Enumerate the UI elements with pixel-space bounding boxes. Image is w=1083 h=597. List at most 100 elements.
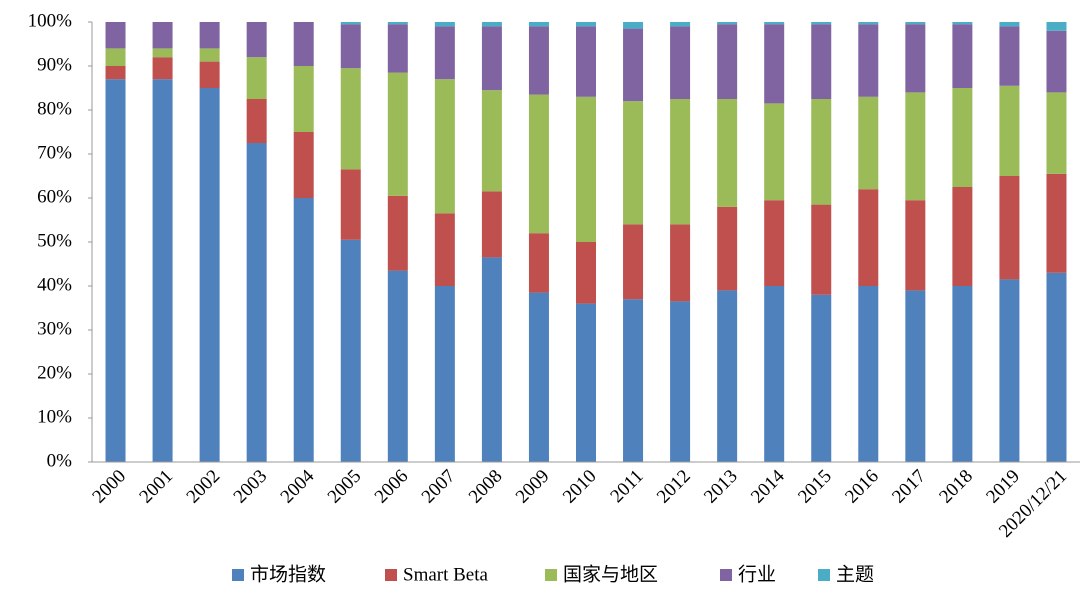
bar-segment (670, 22, 691, 27)
bar-segment (717, 99, 738, 207)
bar-segment (623, 28, 644, 102)
bar-segment (717, 206, 738, 291)
bar-segment (858, 189, 879, 286)
bar-segment (340, 169, 361, 240)
bar-segment (152, 22, 173, 49)
bar-segment (434, 22, 455, 27)
bar-segment (105, 66, 126, 80)
bar-segment (905, 290, 926, 462)
x-tick-label: 2001 (135, 466, 177, 508)
bar-segment (387, 72, 408, 196)
bar-segment (387, 195, 408, 271)
x-tick-label: 2002 (183, 466, 225, 508)
bar-segment (811, 24, 832, 100)
bar-segment (481, 90, 502, 192)
x-tick-label: 2011 (606, 466, 647, 507)
bar-segment (434, 26, 455, 80)
bar-segment (858, 286, 879, 462)
bar-segment (764, 103, 785, 201)
bar-segment (576, 26, 596, 97)
legend-label: 主题 (836, 563, 874, 585)
bar-segment (528, 26, 549, 95)
bar-segment (623, 299, 644, 462)
legend-label: 行业 (738, 563, 776, 585)
bar-segment (105, 48, 126, 66)
y-tick-label: 40% (37, 274, 72, 295)
bar-segment (952, 24, 973, 88)
x-tick-label: 2018 (935, 466, 977, 508)
bar-segment (952, 88, 973, 187)
x-tick-label: 2013 (700, 466, 742, 508)
y-tick-label: 70% (37, 142, 72, 163)
bar-segment (434, 213, 455, 286)
y-tick-label: 100% (28, 10, 73, 31)
bar-segment (576, 303, 596, 462)
bar-segment (293, 22, 314, 66)
x-tick-label: 2006 (371, 466, 413, 508)
bar-segment (199, 88, 220, 462)
bar-segment (199, 22, 220, 49)
bar-segment (1046, 272, 1067, 462)
bar-segment (905, 22, 926, 25)
bar-segment (199, 48, 220, 62)
bar-segment (623, 224, 644, 300)
x-tick-label: 2009 (512, 466, 554, 508)
bar-segment (999, 22, 1020, 27)
bar-segment (434, 286, 455, 462)
legend-swatch (232, 569, 244, 581)
bar-segment (764, 22, 785, 25)
bar-segment (858, 24, 879, 97)
bar-segment (623, 101, 644, 225)
bar-segment (105, 22, 126, 49)
x-tick-label: 2012 (653, 466, 695, 508)
bar-segment (434, 79, 455, 214)
bar-segment (481, 22, 502, 27)
x-tick-label: 2007 (418, 466, 460, 508)
bar-segment (717, 290, 738, 462)
bar-segment (670, 224, 691, 302)
x-tick-label: 2016 (841, 466, 883, 508)
bar-segment (858, 96, 879, 190)
bar-segment (152, 48, 173, 58)
bar-segment (481, 26, 502, 91)
x-tick-label: 2008 (465, 466, 507, 508)
y-tick-label: 90% (37, 54, 72, 75)
bar-segment (293, 66, 314, 132)
bar-segment (152, 57, 173, 80)
bar-segment (999, 279, 1020, 462)
bar-segment (576, 96, 596, 242)
legend-swatch (818, 569, 830, 581)
bar-segment (999, 26, 1020, 86)
bar-segment (858, 22, 879, 25)
bar-segment (340, 239, 361, 462)
bar-segment (811, 294, 832, 462)
bar-segment (528, 292, 549, 462)
legend-label: 国家与地区 (563, 563, 658, 585)
bar-segment (246, 99, 267, 143)
bar-segment (717, 22, 738, 25)
bar-segment (246, 22, 267, 58)
legend-label: 市场指数 (250, 563, 326, 585)
legend-swatch (720, 569, 732, 581)
bar-segment (340, 22, 361, 25)
bar-segment (623, 22, 644, 29)
bar-segment (293, 198, 314, 462)
bar-segment (1046, 22, 1067, 31)
bar-segment (952, 286, 973, 462)
bar-segment (152, 79, 173, 462)
bar-segment (576, 242, 596, 304)
x-tick-label: 2019 (982, 466, 1024, 508)
bar-segment (764, 24, 785, 104)
legend-swatch (385, 569, 397, 581)
bar-segment (905, 24, 926, 93)
bar-segment (1046, 30, 1067, 93)
bar-segment (905, 92, 926, 201)
bar-segment (811, 99, 832, 205)
bar-segment (246, 143, 267, 462)
bar-segment (999, 85, 1020, 176)
bar-segment (670, 99, 691, 225)
bar-segment (105, 79, 126, 462)
x-tick-label: 2003 (230, 466, 272, 508)
x-tick-label: 2005 (324, 466, 366, 508)
